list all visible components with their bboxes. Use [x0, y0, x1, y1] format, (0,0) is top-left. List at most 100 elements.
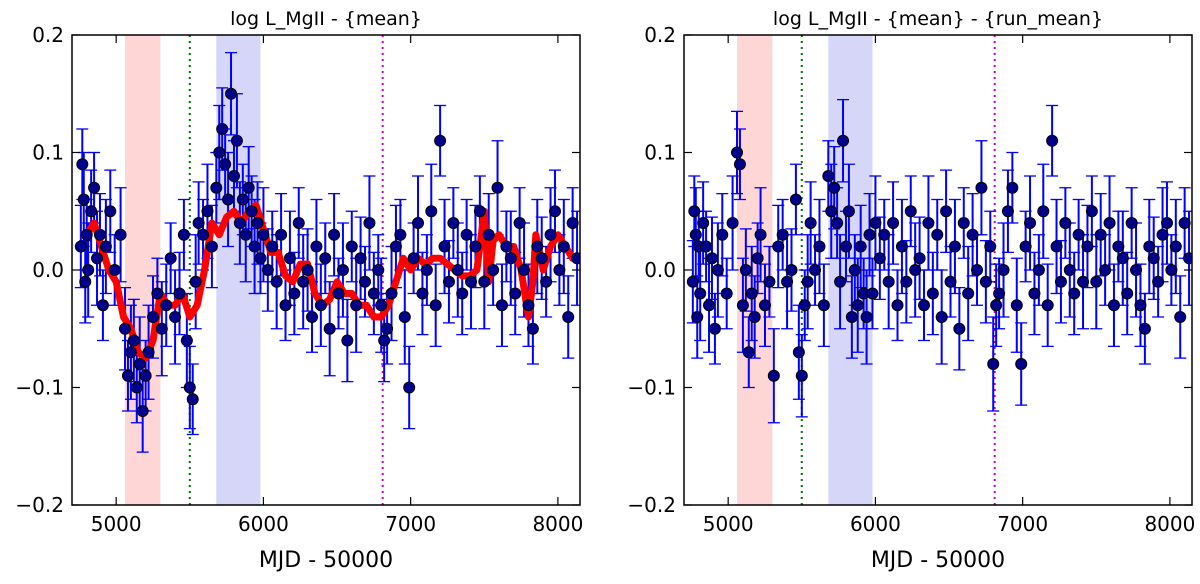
data-point: [230, 134, 243, 147]
left-panel: 5000 6000 7000 8000 −0.2 −0.1 0.0 0.1 0.2 log L_M…: [15, 8, 583, 573]
data-point: [367, 287, 380, 300]
data-point: [1072, 228, 1085, 241]
data-point: [465, 275, 478, 288]
data-point: [842, 205, 855, 218]
data-point: [975, 181, 988, 194]
data-point: [1130, 264, 1143, 276]
markers: [74, 87, 580, 417]
x-tick-label: 7000: [385, 512, 436, 536]
data-point: [242, 181, 255, 194]
data-point: [873, 252, 886, 265]
data-point: [1046, 134, 1059, 147]
data-point: [918, 299, 931, 312]
data-point: [792, 346, 805, 359]
data-point: [1103, 217, 1116, 229]
data-point: [504, 252, 517, 265]
data-point: [119, 322, 132, 335]
data-point: [482, 228, 495, 241]
plot-area: [686, 35, 1192, 505]
plot-area: [74, 35, 580, 505]
data-point: [266, 240, 279, 253]
data-point: [213, 146, 226, 159]
data-point: [407, 252, 420, 265]
data-point: [1028, 287, 1041, 300]
data-point: [306, 311, 319, 323]
data-point: [350, 299, 363, 312]
data-point: [425, 205, 438, 218]
data-point: [323, 322, 336, 335]
data-point: [412, 217, 425, 229]
data-point: [860, 311, 873, 323]
data-point: [1183, 252, 1192, 265]
data-point: [726, 217, 739, 229]
data-point: [1059, 217, 1072, 229]
data-point: [935, 311, 948, 323]
data-point: [763, 275, 776, 288]
data-point: [96, 299, 109, 312]
data-point: [839, 240, 852, 253]
data-point: [192, 217, 205, 229]
data-point: [139, 369, 152, 382]
data-point: [142, 346, 155, 359]
data-point: [571, 252, 580, 265]
data-point: [261, 264, 274, 276]
data-point: [804, 217, 817, 229]
data-point: [748, 311, 761, 323]
data-point: [809, 264, 822, 276]
data-point: [80, 228, 93, 241]
data-point: [987, 358, 1000, 370]
data-point: [700, 240, 713, 253]
data-point: [1134, 299, 1147, 312]
data-point: [758, 299, 771, 312]
y-tick-label: −0.1: [15, 376, 64, 400]
data-point: [801, 275, 814, 288]
data-point: [697, 217, 710, 229]
data-point: [99, 240, 112, 253]
data-point: [197, 228, 210, 241]
data-point: [1050, 240, 1063, 253]
data-point: [953, 322, 966, 335]
data-point: [77, 193, 90, 206]
data-point: [789, 193, 802, 206]
y-tick-label: 0.1: [644, 141, 676, 165]
data-point: [121, 369, 134, 382]
data-point: [429, 299, 442, 312]
data-point: [1094, 228, 1107, 241]
data-point: [813, 240, 826, 253]
data-point: [795, 369, 808, 382]
data-point: [854, 240, 867, 253]
data-point: [403, 381, 416, 394]
data-point: [909, 264, 922, 276]
data-point: [130, 381, 143, 394]
chart-title: log L_MgII - {mean}: [230, 8, 422, 30]
data-point: [319, 252, 332, 265]
data-point: [375, 299, 388, 312]
data-point: [1178, 217, 1191, 229]
data-point: [781, 275, 794, 288]
data-point: [785, 264, 798, 276]
data-point: [332, 287, 345, 300]
y-tick-label: 0.2: [644, 23, 676, 47]
data-point: [686, 275, 699, 288]
data-point: [1019, 240, 1032, 253]
data-point: [694, 287, 707, 300]
data-point: [513, 217, 526, 229]
data-point: [711, 264, 724, 276]
data-point: [689, 228, 702, 241]
data-point: [1032, 264, 1045, 276]
data-point: [848, 264, 861, 276]
right-panel: 5000 6000 7000 8000 −0.2 −0.1 0.0 0.1 0.2 log L_M…: [627, 8, 1195, 573]
data-point: [544, 228, 557, 241]
data-point: [173, 287, 186, 300]
data-point: [292, 217, 305, 229]
data-point: [1010, 299, 1023, 312]
data-point: [248, 240, 261, 253]
data-point: [378, 334, 391, 347]
data-point: [389, 240, 402, 253]
data-point: [1125, 217, 1138, 229]
data-point: [216, 123, 229, 135]
data-point: [283, 252, 296, 265]
data-point: [553, 264, 566, 276]
data-point: [540, 275, 553, 288]
